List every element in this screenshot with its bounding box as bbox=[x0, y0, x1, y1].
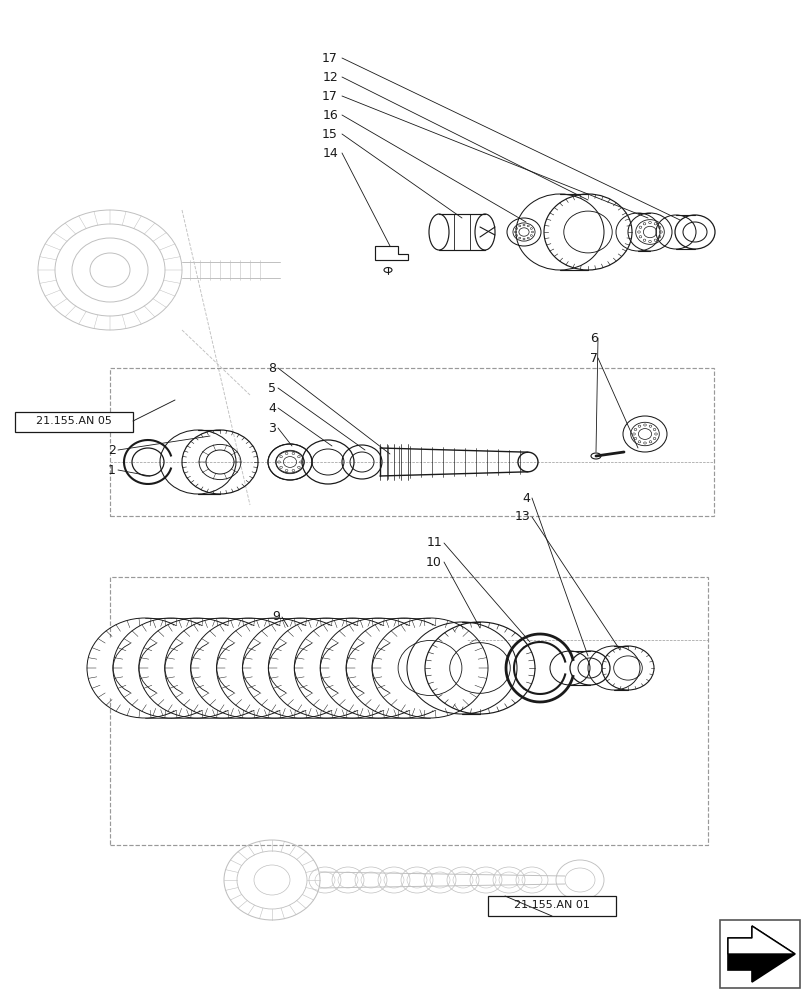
Ellipse shape bbox=[277, 626, 375, 710]
Text: 21.155.AN 01: 21.155.AN 01 bbox=[513, 900, 590, 910]
Text: 6: 6 bbox=[590, 332, 597, 344]
Text: 17: 17 bbox=[322, 52, 337, 65]
Text: 4: 4 bbox=[521, 491, 530, 504]
Ellipse shape bbox=[328, 626, 427, 710]
Ellipse shape bbox=[354, 626, 453, 710]
Bar bbox=[487, 896, 616, 916]
Text: 13: 13 bbox=[513, 510, 530, 524]
Ellipse shape bbox=[303, 626, 401, 710]
Text: 21.155.AN 05: 21.155.AN 05 bbox=[36, 416, 112, 426]
Polygon shape bbox=[727, 926, 794, 954]
Text: 14: 14 bbox=[322, 147, 337, 160]
Bar bbox=[15, 412, 133, 432]
Text: 1: 1 bbox=[108, 464, 116, 477]
Text: 7: 7 bbox=[590, 352, 597, 364]
Text: 12: 12 bbox=[322, 71, 337, 84]
Ellipse shape bbox=[174, 626, 272, 710]
Text: 9: 9 bbox=[272, 610, 280, 624]
Text: 15: 15 bbox=[322, 128, 337, 141]
Text: 8: 8 bbox=[268, 361, 276, 374]
Polygon shape bbox=[375, 246, 407, 260]
Text: 4: 4 bbox=[268, 401, 276, 414]
Text: 11: 11 bbox=[426, 536, 441, 550]
Bar bbox=[109, 368, 713, 516]
Ellipse shape bbox=[225, 626, 324, 710]
Bar bbox=[719, 920, 799, 988]
Text: 16: 16 bbox=[322, 109, 337, 122]
Ellipse shape bbox=[96, 626, 194, 710]
Ellipse shape bbox=[380, 626, 478, 710]
Ellipse shape bbox=[251, 626, 350, 710]
Ellipse shape bbox=[148, 626, 246, 710]
Text: 10: 10 bbox=[426, 556, 441, 568]
Polygon shape bbox=[727, 926, 794, 982]
Ellipse shape bbox=[199, 626, 298, 710]
Text: 2: 2 bbox=[108, 444, 116, 456]
Text: 5: 5 bbox=[268, 381, 276, 394]
Text: 3: 3 bbox=[268, 422, 276, 434]
Text: 17: 17 bbox=[322, 90, 337, 103]
Bar bbox=[109, 577, 707, 845]
Ellipse shape bbox=[122, 626, 220, 710]
